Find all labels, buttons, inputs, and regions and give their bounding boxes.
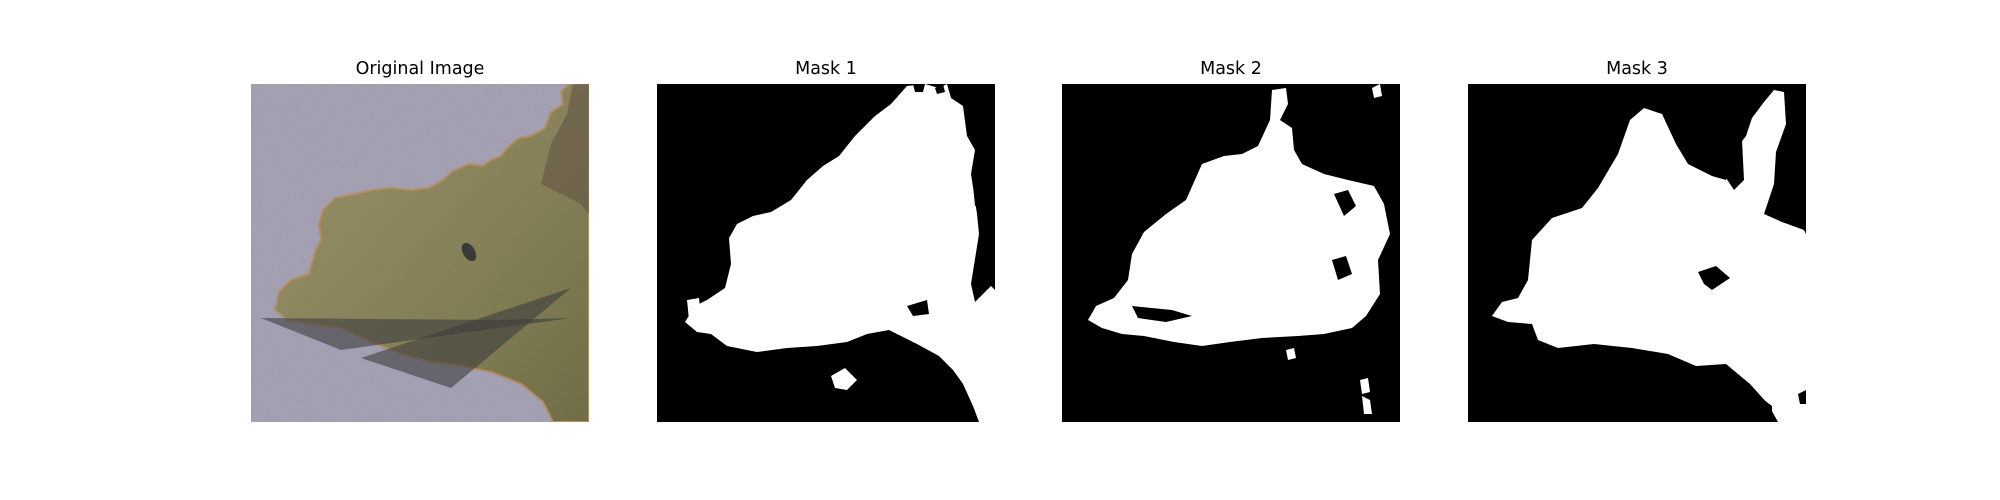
mask-1-image (657, 84, 995, 422)
mask-3-panel: Mask 3 (1468, 0, 1806, 500)
mask-2-panel: Mask 2 (1062, 0, 1400, 500)
panel-title: Mask 1 (795, 59, 857, 79)
panel-title: Mask 2 (1200, 59, 1262, 79)
panel-title: Original Image (355, 59, 485, 79)
mask-3-image (1468, 84, 1806, 422)
mask-2-image (1062, 84, 1400, 422)
shadow-triangle (361, 288, 571, 388)
original-leaf-image (251, 84, 589, 422)
panel-title: Mask 3 (1606, 59, 1668, 79)
mask-1-panel: Mask 1 (657, 0, 995, 500)
original-image-panel: Original Image (251, 0, 589, 500)
